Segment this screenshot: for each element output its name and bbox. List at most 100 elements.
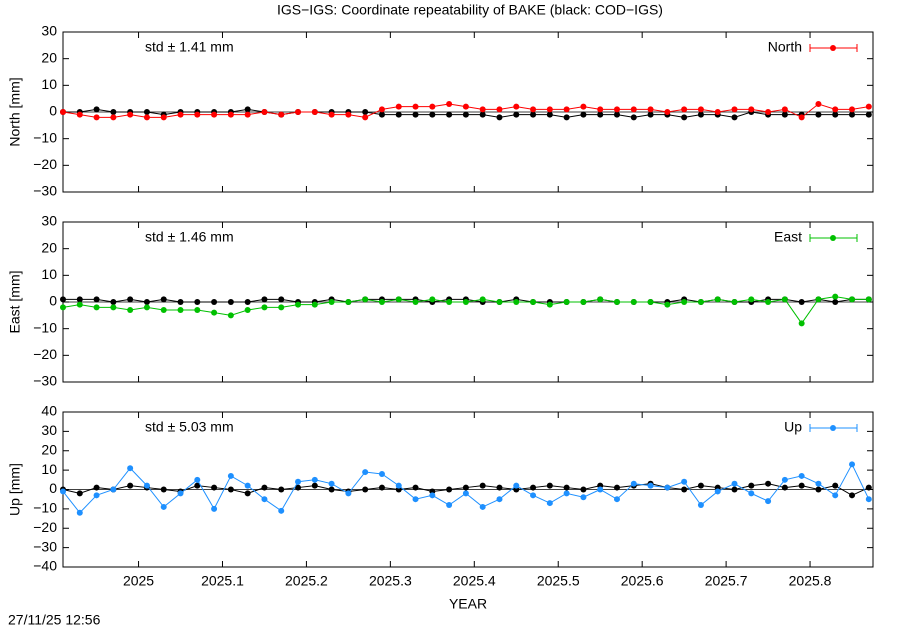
data-point [697, 106, 704, 113]
data-point [647, 299, 654, 305]
y-tick-label: −20 [33, 346, 57, 362]
data-point [362, 114, 369, 121]
x-tick-label: 2025.2 [285, 573, 328, 589]
data-point [160, 114, 167, 121]
data-point [731, 114, 738, 121]
data-point [731, 299, 738, 305]
y-axis-label: East [mm] [7, 270, 23, 333]
data-point [748, 106, 755, 113]
data-point [446, 111, 453, 118]
data-point [211, 299, 218, 305]
data-point [832, 482, 839, 489]
data-point [127, 465, 134, 472]
y-tick-label: 10 [41, 461, 57, 477]
data-point [731, 486, 738, 493]
data-point [227, 111, 234, 118]
data-point [546, 482, 553, 489]
data-point [613, 496, 620, 503]
data-point [227, 299, 234, 305]
data-point [295, 478, 302, 485]
data-point [110, 486, 117, 493]
data-point [580, 299, 587, 305]
data-point [664, 301, 671, 308]
y-tick-label: 20 [41, 49, 57, 65]
data-point [127, 307, 134, 313]
data-point [580, 103, 587, 110]
data-point [765, 480, 772, 487]
data-point [714, 488, 721, 495]
data-point [781, 296, 788, 303]
data-point [496, 299, 503, 305]
data-point [378, 106, 385, 113]
data-point [513, 299, 520, 305]
data-point [244, 111, 251, 118]
data-point [110, 299, 117, 305]
data-point [865, 496, 872, 503]
x-tick-label: 2025.1 [201, 573, 244, 589]
data-point [647, 111, 654, 118]
figure-title: IGS−IGS: Coordinate repeatability of BAK… [277, 2, 663, 18]
data-point [127, 482, 134, 489]
data-point [815, 480, 822, 487]
data-point [563, 106, 570, 113]
data-point [429, 296, 436, 303]
data-point [76, 301, 83, 308]
data-point [194, 476, 201, 483]
data-point [849, 492, 856, 499]
data-point [597, 296, 604, 303]
data-point [647, 482, 654, 489]
x-axis-label: YEAR [449, 596, 487, 612]
data-point [261, 304, 268, 311]
data-point [278, 507, 285, 514]
data-point [311, 109, 318, 115]
data-point [311, 476, 318, 483]
timestamp: 27/11/25 12:56 [8, 612, 101, 628]
data-point [76, 490, 83, 497]
data-point [93, 296, 100, 303]
data-point [261, 484, 268, 491]
data-point [664, 109, 671, 115]
data-point [613, 299, 620, 305]
data-point [546, 111, 553, 118]
y-tick-label: 10 [41, 76, 57, 92]
data-point [345, 111, 352, 118]
y-tick-label: 0 [49, 480, 57, 496]
y-tick-label: −30 [33, 373, 57, 389]
data-point [530, 299, 537, 305]
std-annotation: std ± 5.03 mm [145, 419, 234, 435]
data-point [496, 496, 503, 503]
data-point [261, 109, 268, 115]
std-annotation: std ± 1.41 mm [145, 39, 234, 55]
data-point [110, 114, 117, 121]
data-point [446, 101, 453, 107]
y-axis-label: North [mm] [7, 77, 23, 146]
data-point [563, 114, 570, 121]
data-point [244, 490, 251, 497]
data-point [496, 114, 503, 121]
y-tick-label: −30 [33, 183, 57, 199]
data-point [93, 304, 100, 311]
data-point [261, 496, 268, 503]
data-point [446, 486, 453, 493]
y-tick-label: 10 [41, 266, 57, 282]
data-point [697, 299, 704, 305]
data-point [546, 301, 553, 308]
data-point [395, 296, 402, 303]
data-point [765, 498, 772, 505]
data-point [546, 500, 553, 507]
data-point [513, 482, 520, 489]
data-point [311, 301, 318, 308]
data-point [412, 496, 419, 503]
data-point [681, 114, 688, 121]
data-point [613, 106, 620, 113]
data-point [530, 111, 537, 118]
data-point [143, 299, 150, 305]
data-point [849, 461, 856, 468]
data-point [378, 471, 385, 477]
data-point [630, 106, 637, 113]
data-point [681, 106, 688, 113]
x-tick-label: 2025.7 [705, 573, 748, 589]
data-point [563, 484, 570, 491]
data-point [429, 492, 436, 499]
